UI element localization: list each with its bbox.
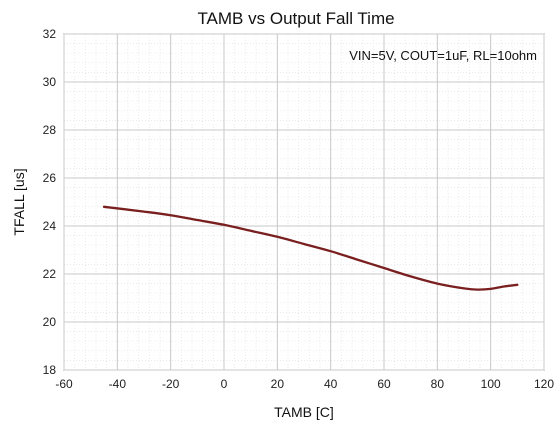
- x-tick-label: 40: [324, 377, 338, 391]
- chart-title: TAMB vs Output Fall Time: [197, 9, 394, 28]
- x-axis-label: TAMB [C]: [274, 404, 334, 420]
- x-tick-label: 120: [534, 377, 554, 391]
- y-tick-label: 20: [43, 315, 57, 329]
- x-tick-label: 0: [221, 377, 228, 391]
- x-tick-label: 80: [431, 377, 445, 391]
- x-tick-labels: -60 -40 -20 0 20 40 60 80 100 120: [55, 377, 554, 391]
- x-tick-label: 20: [271, 377, 285, 391]
- y-axis-label: TFALL [us]: [11, 168, 27, 235]
- chart-annotation: VIN=5V, COUT=1uF, RL=10ohm: [349, 48, 537, 63]
- x-tick-label: -40: [109, 377, 127, 391]
- y-tick-label: 22: [43, 267, 57, 281]
- x-tick-label: -60: [55, 377, 73, 391]
- series-layer: [102, 205, 519, 291]
- x-tick-label: -20: [162, 377, 180, 391]
- y-tick-label: 32: [43, 27, 57, 41]
- x-tick-label: 60: [377, 377, 391, 391]
- y-tick-label: 30: [43, 75, 57, 89]
- x-tick-label: 100: [481, 377, 501, 391]
- plot-area: [63, 33, 545, 371]
- series-line: [102, 205, 519, 291]
- y-tick-labels: 18 20 22 24 26 28 30 32: [43, 27, 57, 377]
- y-tick-label: 18: [43, 363, 57, 377]
- major-grid: [63, 33, 545, 371]
- y-tick-label: 26: [43, 171, 57, 185]
- y-tick-label: 28: [43, 123, 57, 137]
- y-tick-label: 24: [43, 219, 57, 233]
